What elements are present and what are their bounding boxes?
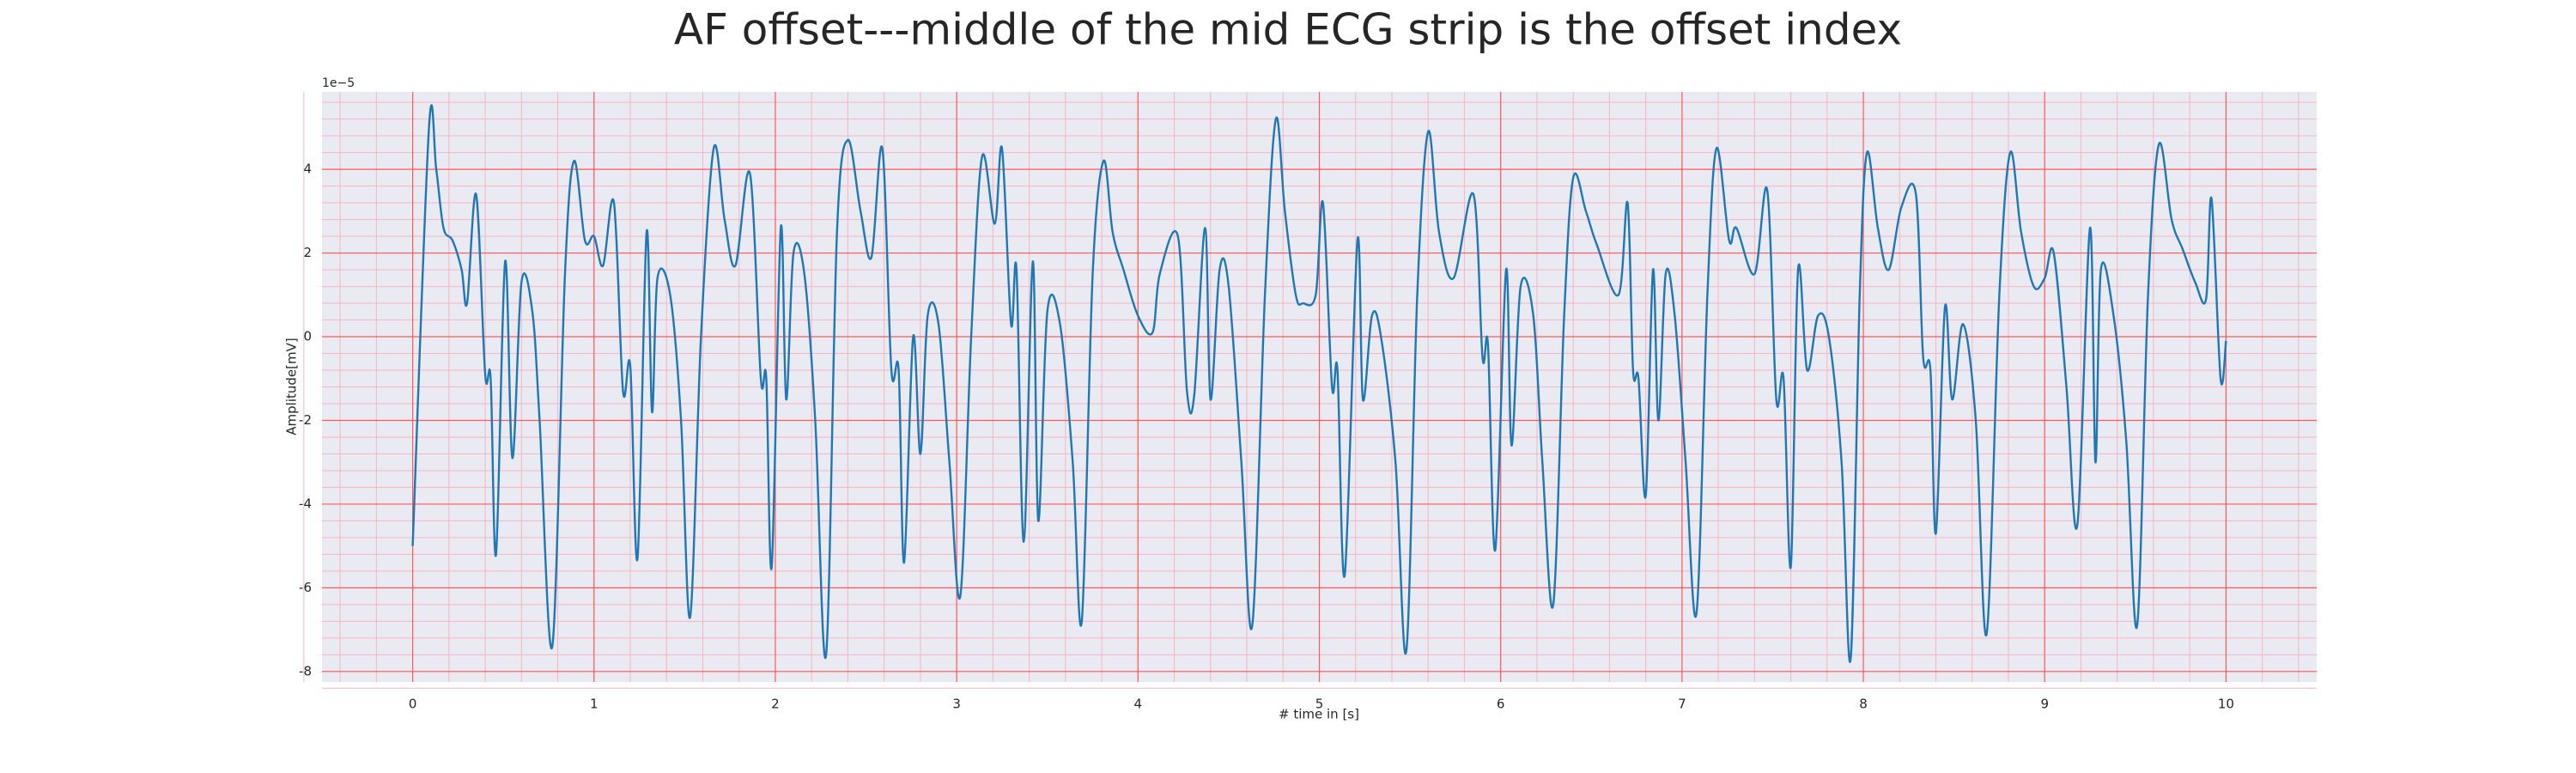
x-tick-label: 10 <box>2218 697 2234 712</box>
y-tick-label: 2 <box>303 245 312 260</box>
y-axis-label: Amplitude[mV] <box>284 338 300 435</box>
x-axis-label: # time in [s] <box>1279 707 1359 722</box>
x-tick-label: 0 <box>409 697 417 712</box>
x-tick-label: 9 <box>2040 697 2049 712</box>
ecg-line <box>411 104 2227 663</box>
y-tick-label: -4 <box>299 496 312 511</box>
y-tick-label: 4 <box>303 161 312 177</box>
x-tick-label: 6 <box>1497 697 1505 712</box>
x-tick-label: 7 <box>1678 697 1686 712</box>
x-tick-label: 8 <box>1859 697 1868 712</box>
x-tick-label: 3 <box>952 697 961 712</box>
x-tick-label: 1 <box>590 697 598 712</box>
y-tick-label: -6 <box>299 580 312 595</box>
plot-area <box>411 104 2227 663</box>
y-offset-label: 1e−5 <box>322 76 355 90</box>
y-tick-label: -8 <box>299 663 312 679</box>
x-tick-label: 4 <box>1134 697 1143 712</box>
chart-title: AF offset---middle of the mid ECG strip … <box>674 5 1902 55</box>
x-tick-label: 2 <box>771 697 780 712</box>
y-tick-label: 0 <box>303 329 312 344</box>
x-tick-label: 5 <box>1315 697 1324 712</box>
y-tick-label: -2 <box>299 412 312 428</box>
